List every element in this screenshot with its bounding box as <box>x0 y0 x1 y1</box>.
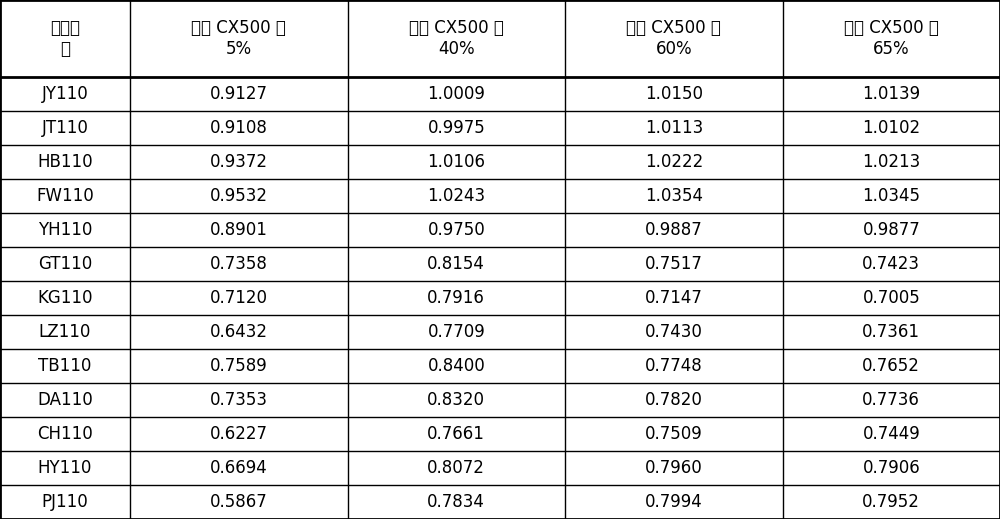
Text: 1.0243: 1.0243 <box>427 187 485 205</box>
Text: LZ110: LZ110 <box>39 323 91 341</box>
Text: 0.9532: 0.9532 <box>210 187 268 205</box>
Text: 0.7120: 0.7120 <box>210 289 268 307</box>
Text: 0.9877: 0.9877 <box>862 221 920 239</box>
Text: JT110: JT110 <box>42 119 88 137</box>
Text: 0.8154: 0.8154 <box>427 255 485 273</box>
Text: 0.7361: 0.7361 <box>862 323 920 341</box>
Text: 0.7353: 0.7353 <box>210 391 268 409</box>
Text: FW110: FW110 <box>36 187 94 205</box>
Text: 1.0150: 1.0150 <box>645 85 703 103</box>
Text: CH110: CH110 <box>37 425 93 443</box>
Text: 0.8320: 0.8320 <box>427 391 485 409</box>
Text: 0.7147: 0.7147 <box>645 289 703 307</box>
Text: 距离 CX500 侧
60%: 距离 CX500 侧 60% <box>626 19 721 58</box>
Text: 0.7834: 0.7834 <box>427 493 485 511</box>
Text: 负荷母
线: 负荷母 线 <box>50 19 80 58</box>
Text: DA110: DA110 <box>37 391 93 409</box>
Text: 0.7994: 0.7994 <box>645 493 703 511</box>
Text: 0.7423: 0.7423 <box>862 255 920 273</box>
Text: 0.7517: 0.7517 <box>645 255 703 273</box>
Text: 1.0009: 1.0009 <box>427 85 485 103</box>
Text: 0.7589: 0.7589 <box>210 357 268 375</box>
Text: 1.0354: 1.0354 <box>645 187 703 205</box>
Text: 0.7652: 0.7652 <box>862 357 920 375</box>
Text: 距离 CX500 侧
65%: 距离 CX500 侧 65% <box>844 19 939 58</box>
Text: 0.5867: 0.5867 <box>210 493 268 511</box>
Text: 0.9887: 0.9887 <box>645 221 703 239</box>
Text: 1.0213: 1.0213 <box>862 153 920 171</box>
Text: 1.0345: 1.0345 <box>862 187 920 205</box>
Text: 1.0222: 1.0222 <box>645 153 703 171</box>
Text: 0.6227: 0.6227 <box>210 425 268 443</box>
Text: 0.9108: 0.9108 <box>210 119 268 137</box>
Text: GT110: GT110 <box>38 255 92 273</box>
Text: 0.8400: 0.8400 <box>427 357 485 375</box>
Text: 0.7916: 0.7916 <box>427 289 485 307</box>
Text: 1.0139: 1.0139 <box>862 85 920 103</box>
Text: 0.7748: 0.7748 <box>645 357 703 375</box>
Text: 0.7430: 0.7430 <box>645 323 703 341</box>
Text: 0.9372: 0.9372 <box>210 153 268 171</box>
Text: 0.7358: 0.7358 <box>210 255 268 273</box>
Text: 0.7960: 0.7960 <box>645 459 703 477</box>
Text: 0.7449: 0.7449 <box>862 425 920 443</box>
Text: YH110: YH110 <box>38 221 92 239</box>
Text: 距离 CX500 侧
40%: 距离 CX500 侧 40% <box>409 19 504 58</box>
Text: 0.9975: 0.9975 <box>427 119 485 137</box>
Text: 0.7709: 0.7709 <box>427 323 485 341</box>
Text: HB110: HB110 <box>37 153 93 171</box>
Text: 0.7509: 0.7509 <box>645 425 703 443</box>
Text: 0.7952: 0.7952 <box>862 493 920 511</box>
Text: KG110: KG110 <box>37 289 93 307</box>
Text: 0.6432: 0.6432 <box>210 323 268 341</box>
Text: 0.7005: 0.7005 <box>862 289 920 307</box>
Text: 距离 CX500 侧
5%: 距离 CX500 侧 5% <box>191 19 286 58</box>
Text: 0.9750: 0.9750 <box>427 221 485 239</box>
Text: 0.7820: 0.7820 <box>645 391 703 409</box>
Text: PJ110: PJ110 <box>42 493 88 511</box>
Text: HY110: HY110 <box>38 459 92 477</box>
Text: 0.6694: 0.6694 <box>210 459 268 477</box>
Text: 0.7906: 0.7906 <box>862 459 920 477</box>
Text: 0.7661: 0.7661 <box>427 425 485 443</box>
Text: JY110: JY110 <box>42 85 88 103</box>
Text: 0.8901: 0.8901 <box>210 221 268 239</box>
Text: 1.0102: 1.0102 <box>862 119 920 137</box>
Text: 1.0106: 1.0106 <box>427 153 485 171</box>
Text: TB110: TB110 <box>38 357 92 375</box>
Text: 0.9127: 0.9127 <box>210 85 268 103</box>
Text: 0.7736: 0.7736 <box>862 391 920 409</box>
Text: 0.8072: 0.8072 <box>427 459 485 477</box>
Text: 1.0113: 1.0113 <box>645 119 703 137</box>
